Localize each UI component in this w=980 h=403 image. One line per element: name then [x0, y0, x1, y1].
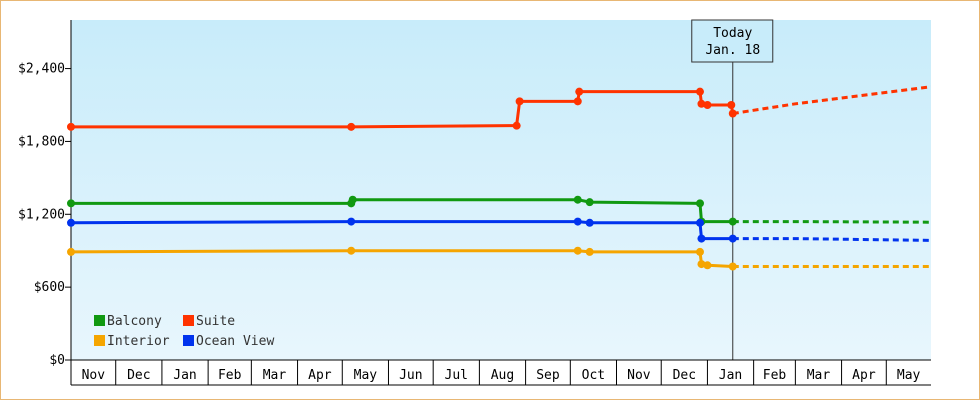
x-tick-label: May	[354, 368, 378, 383]
y-tick-label: $1,800	[18, 134, 65, 149]
data-point-balcony	[585, 198, 594, 207]
x-tick-label: Jan	[173, 368, 196, 383]
legend-label-suite: Suite	[196, 314, 235, 329]
x-tick-label: Jun	[399, 368, 422, 383]
legend: Balcony Suite Interior Ocean View	[94, 314, 274, 349]
data-point-suite	[515, 97, 524, 106]
data-point-suite	[703, 101, 712, 109]
today-label-line2: Jan. 18	[705, 43, 760, 58]
series-forecast-balcony	[732, 220, 932, 224]
x-tick-label: Nov	[627, 368, 651, 383]
data-point-ocean-view	[695, 218, 704, 227]
data-point-suite	[727, 101, 736, 109]
series-layer	[67, 85, 932, 271]
data-point-interior	[347, 246, 356, 255]
data-point-suite	[573, 97, 582, 106]
data-point-suite	[67, 122, 75, 131]
x-tick-label: Jan	[719, 368, 742, 383]
data-point-ocean-view	[728, 234, 737, 243]
x-tick-label: Sep	[536, 368, 560, 383]
x-tick-label: Apr	[308, 368, 332, 383]
x-tick-label: May	[897, 368, 921, 383]
data-point-suite	[575, 87, 584, 96]
legend-swatch-ocean-view	[183, 335, 194, 346]
data-point-suite	[728, 109, 737, 118]
data-point-suite	[697, 99, 706, 108]
x-tick-label: Mar	[807, 368, 831, 383]
data-point-interior	[703, 261, 712, 270]
today-marker: Today Jan. 18	[691, 19, 774, 360]
x-tick-label: Aug	[491, 368, 514, 383]
data-point-interior	[573, 246, 582, 255]
x-axis: Nov Dec Jan Feb Mar Apr May Jun Jul Aug Sep Oct Nov D…	[70, 359, 931, 386]
data-point-ocean-view	[697, 234, 706, 243]
y-tick-label: $0	[49, 353, 65, 368]
data-point-ocean-view	[67, 218, 75, 227]
x-tick-label: Dec	[673, 368, 696, 383]
data-point-ocean-view	[585, 218, 594, 227]
data-point-interior	[67, 247, 75, 256]
x-tick-label: Oct	[582, 368, 605, 383]
data-point-balcony	[348, 195, 357, 204]
legend-label-ocean-view: Ocean View	[196, 334, 274, 349]
data-point-balcony	[695, 199, 704, 208]
x-tick-label: Mar	[263, 368, 287, 383]
data-point-balcony	[728, 217, 737, 226]
data-point-interior	[697, 260, 706, 269]
data-point-ocean-view	[573, 217, 582, 226]
x-tick-label: Feb	[763, 368, 787, 383]
data-point-interior	[695, 247, 704, 256]
x-tick-label: Feb	[218, 368, 242, 383]
y-tick-label: $600	[34, 280, 65, 295]
y-tick-label: $1,200	[18, 207, 65, 222]
data-point-balcony	[67, 199, 75, 208]
x-tick-label: Jul	[445, 368, 468, 383]
legend-label-interior: Interior	[107, 334, 170, 349]
data-point-interior	[585, 247, 594, 256]
data-point-suite	[512, 121, 521, 130]
today-label-box	[691, 19, 774, 63]
data-point-interior	[728, 262, 737, 271]
x-tick-label: Nov	[82, 368, 106, 383]
series-forecast-ocean-view	[732, 237, 932, 242]
today-label-line1: Today	[713, 26, 752, 41]
x-tick-label: Dec	[127, 368, 150, 383]
legend-swatch-balcony	[94, 315, 105, 326]
data-point-ocean-view	[347, 217, 356, 226]
legend-label-balcony: Balcony	[107, 314, 162, 329]
series-forecast-suite	[732, 85, 932, 115]
y-tick-label: $2,400	[18, 62, 65, 77]
legend-swatch-interior	[94, 335, 105, 346]
data-point-balcony	[573, 195, 582, 204]
legend-swatch-suite	[183, 315, 194, 326]
y-axis: $0 $600 $1,200 $1,800 $2,400	[18, 20, 72, 368]
data-point-suite	[347, 122, 356, 131]
x-tick-label: Apr	[852, 368, 876, 383]
data-point-suite	[695, 87, 704, 96]
plot-background	[71, 20, 931, 360]
